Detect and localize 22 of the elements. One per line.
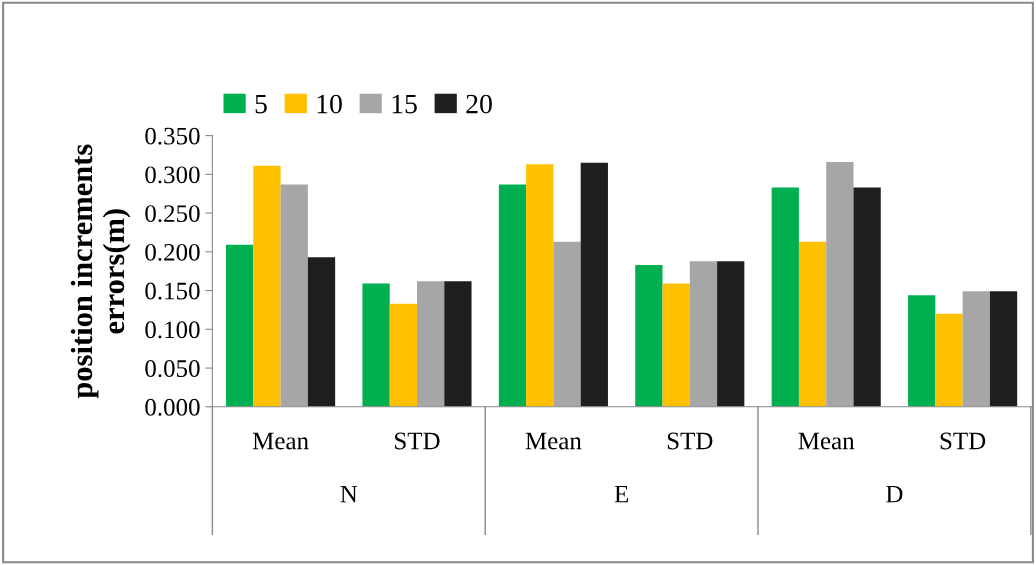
y-tick-label: 0.250 (145, 205, 200, 223)
x-tick-label: Mean (525, 432, 582, 450)
x-tick-label: STD (395, 432, 440, 450)
legend-label: 5 (255, 94, 267, 114)
x-tick-label: STD (940, 432, 986, 450)
text: E (614, 485, 628, 503)
legend-label: 15 (392, 94, 417, 114)
y-axis-title: position increments errors(m) (70, 144, 131, 399)
y-tick-label: 0.200 (145, 243, 200, 261)
legend-label: 10 (317, 94, 342, 114)
y-tick-label: 0.150 (145, 282, 200, 300)
y-tick-label: 0.000 (145, 398, 200, 416)
text: D (886, 485, 903, 503)
x-tick-label: Mean (252, 432, 309, 450)
y-tick-label: 0.350 (145, 127, 200, 145)
text: N (340, 485, 358, 503)
legend-label: 20 (466, 94, 492, 114)
x-tick-label: Mean (798, 432, 855, 450)
y-tick-label: 0.100 (145, 321, 200, 339)
y-tick-label: 0.050 (145, 360, 200, 378)
y-tick-label: 0.300 (145, 166, 200, 184)
x-tick-label: STD (667, 432, 713, 450)
